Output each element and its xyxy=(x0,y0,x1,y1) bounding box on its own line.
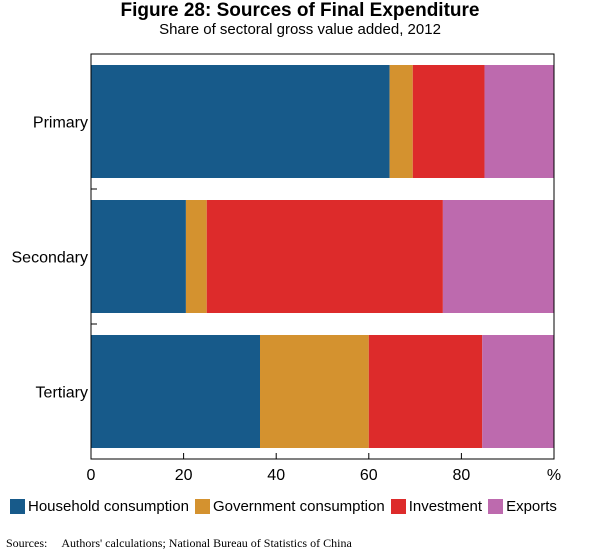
legend-label: Household consumption xyxy=(28,497,189,515)
bar-primary-exports xyxy=(484,65,554,178)
plot-frame xyxy=(90,53,555,460)
bar-tertiary-household-consumption xyxy=(91,335,260,448)
legend: Household consumption Government consumpt… xyxy=(10,497,563,515)
source-text: Authors' calculations; National Bureau o… xyxy=(61,536,352,550)
chart-title: Figure 28: Sources of Final Expenditure xyxy=(120,0,480,21)
legend-swatch xyxy=(390,498,406,514)
legend-label: Investment xyxy=(408,497,483,515)
x-tick-labels: 0 20 40 60 80% xyxy=(87,467,562,484)
legend-item-household-consumption: Household consumption xyxy=(10,498,189,515)
bar-tertiary-government-consumption xyxy=(260,335,369,448)
legend-swatch xyxy=(10,498,25,514)
plot-border xyxy=(90,53,555,460)
legend-swatch xyxy=(194,498,210,514)
category-label: Primary xyxy=(33,115,88,132)
legend-item-investment: Investment xyxy=(390,497,483,515)
bar-secondary-government-consumption xyxy=(185,200,207,313)
x-tick-label: % xyxy=(547,467,561,484)
x-tick-label: 60 xyxy=(360,467,378,484)
bar-primary-household-consumption xyxy=(91,65,390,178)
legend-item-exports: Exports xyxy=(488,498,557,515)
bar-primary-government-consumption xyxy=(389,65,413,178)
bar-secondary-investment xyxy=(206,200,443,313)
bars-layer xyxy=(91,65,554,448)
bar-primary-investment xyxy=(412,65,485,178)
x-tick-label: 40 xyxy=(267,467,285,484)
source-label: Sources: xyxy=(6,536,48,550)
bar-secondary-exports xyxy=(442,200,554,313)
bar-secondary-household-consumption xyxy=(91,200,186,313)
x-tick-label: 80 xyxy=(453,467,471,484)
x-tick-label: 0 xyxy=(87,467,96,484)
source-note: Sources: Authors' calculations; National … xyxy=(6,536,352,551)
category-label: Secondary xyxy=(12,250,89,267)
category-labels: Primary Secondary Tertiary xyxy=(12,115,89,402)
legend-item-government-consumption: Government consumption xyxy=(194,497,385,515)
chart-subtitle: Share of sectoral gross value added, 201… xyxy=(159,21,441,38)
bar-tertiary-investment xyxy=(368,335,483,448)
category-label: Tertiary xyxy=(36,385,88,402)
x-tick-label: 20 xyxy=(175,467,193,484)
legend-label: Government consumption xyxy=(212,497,385,515)
chart-plot: Primary Secondary Tertiary 0 20 40 60 80% xyxy=(12,53,562,484)
legend-label: Exports xyxy=(506,497,557,515)
bar-tertiary-exports xyxy=(482,335,554,448)
legend-swatch xyxy=(488,498,504,514)
